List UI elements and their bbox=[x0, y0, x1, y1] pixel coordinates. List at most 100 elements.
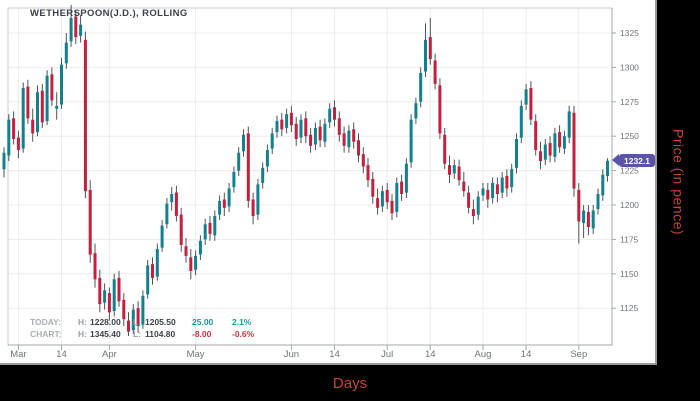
candle-body bbox=[55, 105, 59, 109]
candle bbox=[60, 57, 63, 109]
candle-body bbox=[448, 165, 451, 175]
candle bbox=[462, 172, 466, 197]
candle-body bbox=[342, 133, 346, 146]
candle bbox=[505, 169, 509, 197]
candle-body bbox=[543, 144, 547, 160]
candle-body bbox=[21, 88, 25, 149]
candle bbox=[366, 158, 370, 188]
candle bbox=[64, 33, 68, 69]
candle bbox=[534, 114, 538, 156]
candle bbox=[342, 126, 346, 153]
x-tick-label: Aug bbox=[475, 349, 492, 360]
y-tick-label: 1300 bbox=[620, 62, 639, 72]
candle bbox=[385, 183, 389, 210]
candle bbox=[141, 290, 145, 329]
candle bbox=[543, 139, 547, 166]
candle-body bbox=[347, 130, 351, 148]
candle bbox=[79, 15, 83, 43]
candle-body bbox=[438, 85, 442, 134]
candle bbox=[323, 118, 327, 148]
candle-body bbox=[333, 107, 336, 120]
candle-body bbox=[313, 127, 317, 145]
candle bbox=[93, 243, 97, 288]
candle bbox=[251, 192, 255, 225]
candle-body bbox=[270, 133, 274, 149]
x-tick-label: 14 bbox=[329, 349, 340, 360]
candle-body bbox=[31, 119, 35, 134]
candle-body bbox=[261, 167, 265, 183]
y-axis-title: Price (in pence) bbox=[670, 129, 687, 236]
candle bbox=[452, 159, 456, 179]
y-tick-label: 1125 bbox=[620, 303, 639, 313]
candle-body bbox=[294, 123, 298, 139]
candle-body bbox=[174, 192, 178, 216]
candle bbox=[467, 185, 471, 214]
candle bbox=[486, 183, 490, 208]
candle bbox=[155, 243, 159, 281]
candle-body bbox=[246, 133, 250, 201]
candle bbox=[127, 312, 130, 336]
candle-body bbox=[596, 194, 600, 210]
candle-body bbox=[218, 200, 222, 215]
candle-body bbox=[64, 42, 68, 64]
candle bbox=[256, 178, 260, 221]
candle bbox=[567, 105, 571, 144]
candle-body bbox=[36, 92, 39, 133]
candle bbox=[582, 205, 586, 238]
candle bbox=[122, 293, 126, 327]
candle-body bbox=[366, 165, 370, 181]
candle bbox=[88, 180, 92, 263]
chart-title: WETHERSPOON(J.D.), ROLLING bbox=[30, 8, 188, 19]
candle bbox=[285, 108, 289, 134]
candle-body bbox=[165, 203, 169, 225]
candle-body bbox=[591, 210, 595, 229]
x-tick-label: Jun bbox=[284, 349, 299, 360]
candle bbox=[146, 260, 150, 299]
candle bbox=[409, 114, 413, 168]
candle-body bbox=[553, 133, 557, 157]
candle-body bbox=[371, 178, 375, 197]
candle-body bbox=[323, 123, 327, 142]
candle bbox=[189, 249, 193, 280]
candle bbox=[218, 195, 222, 221]
candle bbox=[107, 287, 111, 321]
candle bbox=[265, 144, 269, 172]
candle bbox=[136, 301, 140, 333]
candle bbox=[203, 218, 207, 245]
candle bbox=[448, 155, 451, 183]
candle bbox=[357, 133, 360, 163]
candle-body bbox=[337, 118, 341, 135]
candle bbox=[529, 81, 533, 126]
candle-body bbox=[26, 86, 30, 119]
candle-body bbox=[203, 224, 207, 240]
candle bbox=[337, 111, 341, 142]
candle-body bbox=[558, 132, 562, 148]
candle bbox=[213, 210, 217, 241]
candle bbox=[294, 116, 298, 146]
candle-body bbox=[586, 211, 590, 227]
candle-body bbox=[242, 134, 245, 152]
candle bbox=[289, 105, 293, 133]
candle-body bbox=[390, 200, 394, 214]
candle bbox=[572, 105, 576, 197]
candle bbox=[16, 130, 20, 159]
candle-body bbox=[318, 126, 322, 141]
y-tick-label: 1200 bbox=[620, 200, 639, 210]
candle bbox=[179, 207, 183, 252]
candle-body bbox=[424, 39, 427, 72]
candle-body bbox=[50, 74, 54, 101]
candle-body bbox=[515, 139, 518, 168]
candle bbox=[553, 127, 557, 163]
candle-body bbox=[505, 176, 509, 189]
candle bbox=[21, 82, 25, 153]
candle bbox=[112, 273, 116, 317]
candle-body bbox=[160, 225, 164, 248]
x-axis-title: Days bbox=[332, 374, 368, 392]
candle-body bbox=[136, 308, 140, 327]
candle bbox=[151, 257, 154, 285]
x-tick-label: 14 bbox=[56, 349, 67, 360]
candle-body bbox=[275, 121, 279, 133]
candle bbox=[390, 194, 394, 221]
candle-body bbox=[471, 209, 475, 216]
